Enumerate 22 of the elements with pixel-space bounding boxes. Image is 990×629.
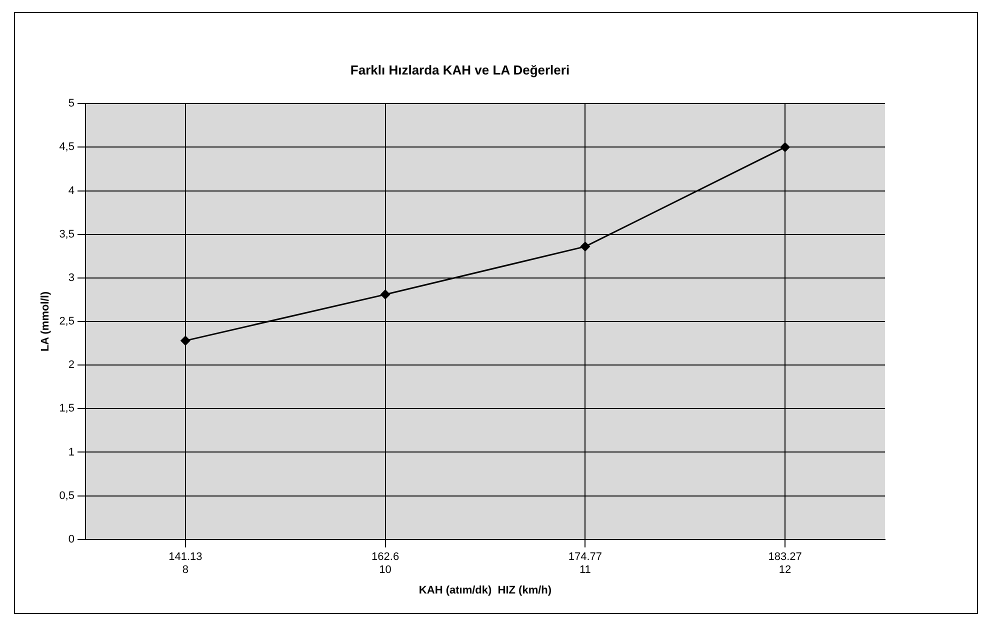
- y-tick-label: 2,5: [59, 316, 74, 328]
- y-tick-label: 5: [68, 98, 74, 110]
- point: [580, 242, 590, 252]
- y-tick-label: 1,5: [59, 402, 74, 415]
- y-tick-label: 3: [68, 272, 74, 284]
- x-axis-title: KAH (atım/dk) HIZ (km/h): [418, 584, 552, 596]
- x-tick-label: 162.6 10: [372, 551, 400, 576]
- x-tick-label: 141.13 8: [168, 551, 202, 576]
- y-tick-label: 4,5: [59, 141, 74, 154]
- y-tick-label: 0,5: [59, 490, 74, 502]
- point: [180, 336, 190, 346]
- y-tick-label: 1: [68, 446, 74, 458]
- y-tick-label: 3,5: [59, 228, 74, 240]
- chart-title: Farklı Hızlarda KAH ve LA Değerleri: [350, 62, 570, 78]
- x-tick-label: 174.77 11: [568, 551, 602, 576]
- x-tick-label: 183.27 12: [768, 551, 802, 576]
- y-axis-title: LA (mmol/l): [40, 291, 52, 352]
- point: [780, 142, 790, 152]
- y-tick-label: 0: [68, 533, 74, 546]
- y-tick-label: 2: [68, 359, 74, 372]
- point: [380, 290, 390, 300]
- y-tick-label: 4: [68, 184, 74, 197]
